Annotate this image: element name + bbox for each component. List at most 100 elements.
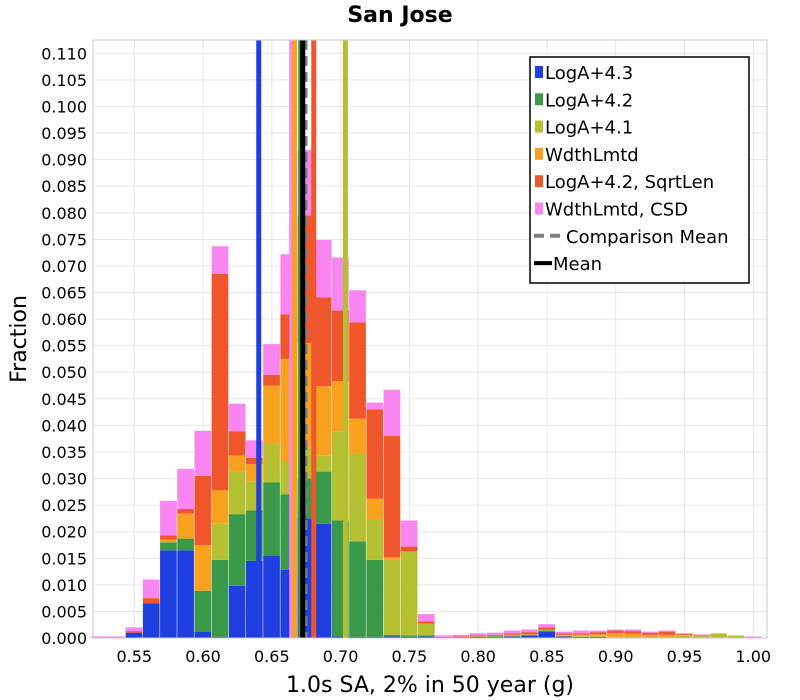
legend-label: LogA+4.1 xyxy=(545,118,633,139)
bar-segment-series-4 xyxy=(641,632,659,635)
bar-segment-series-5 xyxy=(469,633,487,636)
bar-segment-series-2 xyxy=(572,635,590,637)
y-tick-label: 0.075 xyxy=(41,230,87,249)
bar-segment-series-0 xyxy=(349,636,366,638)
y-tick-label: 0.095 xyxy=(41,124,87,143)
bar-segment-series-0 xyxy=(503,636,521,638)
bar-segment-series-2 xyxy=(727,635,745,638)
bar-segment-series-0 xyxy=(521,635,538,638)
bar-segment-series-2 xyxy=(400,551,418,636)
bar-segment-series-5 xyxy=(417,614,435,622)
bar-segment-series-4 xyxy=(263,374,280,386)
bar-segment-series-3 xyxy=(160,539,177,543)
bar-segment-series-1 xyxy=(194,590,212,632)
bar-segment-series-4 xyxy=(555,633,573,635)
bar-segment-series-3 xyxy=(314,386,332,456)
bar-segment-series-5 xyxy=(366,402,384,410)
bar-segment-series-5 xyxy=(675,633,693,634)
bar-segment-series-2 xyxy=(314,455,332,472)
bar-segment-series-5 xyxy=(744,636,762,637)
bar-segment-series-3 xyxy=(194,544,212,591)
bar-segment-series-5 xyxy=(538,624,556,628)
bar-segment-series-0 xyxy=(211,636,229,638)
bar-segment-series-4 xyxy=(400,546,418,552)
y-tick-label: 0.055 xyxy=(41,337,87,356)
bar-segment-series-0 xyxy=(263,555,280,638)
bar-segment-series-4 xyxy=(246,457,263,465)
bar-segment-series-5 xyxy=(211,246,229,274)
bar-segment-series-5 xyxy=(589,630,607,633)
plot-frame xyxy=(92,39,768,639)
bar-segment-series-2 xyxy=(555,635,573,637)
bar-segment-series-4 xyxy=(349,322,366,419)
x-tick-label: 0.60 xyxy=(185,647,221,666)
y-tick-label: 0.060 xyxy=(41,310,87,329)
bar-segment-series-0 xyxy=(572,636,590,638)
bar-segment-series-1 xyxy=(486,636,504,637)
bar-segment-series-5 xyxy=(727,635,745,636)
bar-segment-series-4 xyxy=(624,631,641,634)
bar-segment-series-5 xyxy=(383,389,401,437)
bar-segment-series-3 xyxy=(366,498,384,520)
bar-segment-series-0 xyxy=(125,632,143,638)
bar-segment-series-0 xyxy=(383,636,401,638)
bar-segment-series-3 xyxy=(263,385,280,444)
bar-segment-series-2 xyxy=(658,636,676,638)
bar-segment-series-2 xyxy=(624,636,641,638)
bar-segment-series-4 xyxy=(521,632,538,635)
bar-segment-series-5 xyxy=(125,627,143,632)
bar-segment-series-5 xyxy=(91,636,108,638)
y-tick-label: 0.025 xyxy=(41,496,87,515)
bar-segment-series-1 xyxy=(177,538,194,551)
bar-segment-series-0 xyxy=(331,636,349,638)
y-tick-label: 0.050 xyxy=(41,363,87,382)
bar-segment-series-2 xyxy=(228,471,246,515)
bar-segment-series-1 xyxy=(211,559,229,637)
bar-segment-series-0 xyxy=(469,636,487,638)
bar-segment-series-3 xyxy=(228,455,246,472)
bar-segment-series-5 xyxy=(710,633,727,634)
bar-segment-series-4 xyxy=(211,273,229,491)
bar-segment-series-4 xyxy=(125,631,143,633)
bar-segment-series-1 xyxy=(349,541,366,637)
bar-segment-series-3 xyxy=(177,513,194,539)
bar-segment-series-2 xyxy=(417,623,435,636)
legend-box xyxy=(529,56,750,284)
bar-segment-series-0 xyxy=(486,636,504,638)
bar-segment-series-5 xyxy=(658,630,676,632)
bar-segment-series-5 xyxy=(572,630,590,634)
bar-segment-series-4 xyxy=(675,633,693,635)
x-tick-label: 1.00 xyxy=(735,647,771,666)
y-tick-label: 0.015 xyxy=(41,549,87,568)
bar-segment-series-0 xyxy=(589,636,607,638)
legend-label: WdthLmtd xyxy=(545,145,639,166)
bar-segment-series-1 xyxy=(160,542,177,551)
bar-segment-series-2 xyxy=(641,636,659,638)
bar-segment-series-3 xyxy=(383,557,401,560)
bar-segment-series-5 xyxy=(349,290,366,323)
legend-swatch xyxy=(535,147,543,160)
bar-segment-series-4 xyxy=(417,621,435,624)
bar-segment-series-2 xyxy=(607,636,624,638)
x-tick-label: 0.80 xyxy=(460,647,496,666)
legend: LogA+4.3 LogA+4.2 LogA+4.1 WdthLmtd LogA+4.2… xyxy=(529,56,750,284)
bar-segment-series-1 xyxy=(417,635,435,637)
bar-segment-series-5 xyxy=(108,636,126,638)
bar-segment-series-2 xyxy=(710,633,727,638)
legend-swatch xyxy=(535,120,543,133)
legend-label: Mean xyxy=(553,254,602,275)
bar-segment-series-4 xyxy=(194,475,212,545)
bar-segment-series-4 xyxy=(486,634,504,636)
legend-label: Comparison Mean xyxy=(566,227,729,248)
y-tick-label: 0.005 xyxy=(41,602,87,621)
bar-segment-series-2 xyxy=(521,634,538,636)
bar-segment-series-2 xyxy=(211,523,229,560)
bar-segment-series-5 xyxy=(435,635,452,637)
bar-segment-series-2 xyxy=(486,635,504,637)
bar-segment-series-5 xyxy=(503,630,521,634)
bar-segment-series-5 xyxy=(693,634,710,635)
x-tick-label: 0.70 xyxy=(323,647,359,666)
y-tick-label: 0.020 xyxy=(41,523,87,542)
bar-segment-series-4 xyxy=(607,630,624,634)
